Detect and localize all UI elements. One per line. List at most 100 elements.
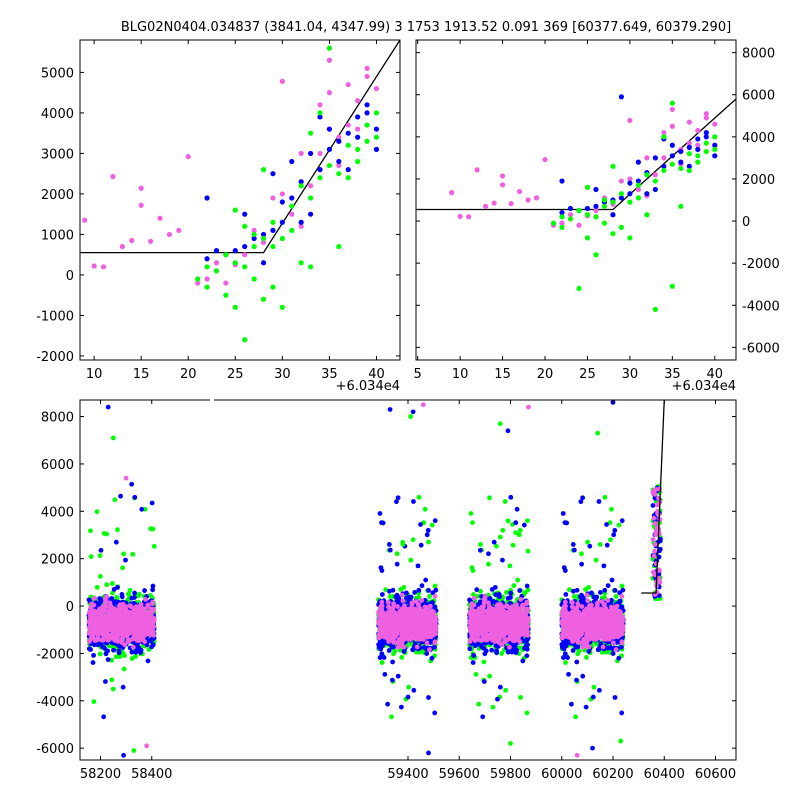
data-point-pink: [559, 220, 565, 226]
data-point-blue: [419, 583, 425, 589]
data-point-blue: [695, 146, 701, 153]
data-point-pink: [391, 601, 396, 607]
data-point-green: [476, 701, 482, 707]
data-point-pink: [242, 252, 248, 258]
data-point-blue: [703, 130, 709, 136]
x-tick-label: 10: [86, 367, 103, 382]
data-point-green: [345, 142, 351, 148]
data-point-blue: [102, 679, 108, 684]
data-point-blue: [326, 126, 333, 132]
data-point-pink: [213, 260, 220, 266]
data-point-blue: [91, 652, 96, 658]
data-point-blue: [389, 677, 395, 683]
data-point-green: [223, 252, 229, 258]
data-point-blue: [669, 142, 675, 148]
data-point-pink: [116, 638, 122, 644]
data-point-green: [213, 268, 220, 274]
data-point-green: [601, 203, 608, 209]
data-point-pink: [410, 623, 416, 629]
data-point-pink: [417, 605, 423, 611]
data-point-pink: [91, 263, 97, 269]
x-tick-label: 25: [579, 367, 596, 382]
data-point-pink: [87, 639, 92, 644]
data-point-pink: [102, 615, 108, 621]
data-point-pink: [147, 613, 152, 619]
data-point-pink: [712, 121, 718, 127]
data-point-blue: [394, 561, 400, 567]
data-point-pink: [307, 183, 314, 189]
y-tick-label: 5000: [41, 66, 74, 81]
data-point-blue: [270, 227, 276, 233]
data-point-pink: [136, 630, 141, 636]
data-point-pink: [129, 616, 135, 622]
data-point-green: [669, 161, 675, 167]
data-point-blue: [423, 577, 429, 583]
data-point-blue: [307, 211, 314, 217]
data-point-pink: [413, 630, 418, 635]
data-point-green: [355, 158, 361, 165]
data-point-blue: [432, 518, 438, 524]
data-point-blue: [378, 565, 384, 571]
data-point-pink: [317, 102, 323, 108]
data-point-pink: [499, 182, 506, 188]
data-point-green: [525, 548, 531, 554]
data-point-green: [652, 306, 658, 313]
data-point-blue: [105, 657, 111, 662]
data-point-blue: [393, 594, 399, 600]
data-point-pink: [102, 600, 108, 606]
data-point-blue: [424, 651, 430, 656]
data-point-green: [703, 140, 709, 146]
data-point-blue: [618, 94, 625, 100]
data-point-green: [279, 235, 285, 242]
data-point-blue: [521, 522, 527, 528]
data-point-blue: [279, 219, 285, 225]
data-point-blue: [408, 594, 414, 600]
data-point-green: [469, 565, 475, 571]
x-tick-label: 20: [537, 367, 554, 382]
data-point-blue: [145, 658, 151, 664]
data-point-pink: [593, 207, 599, 214]
y-tick-label: 6000: [742, 89, 775, 104]
y-tick-label: 8000: [742, 47, 775, 62]
data-point-green: [504, 590, 509, 595]
data-point-pink: [499, 173, 506, 179]
data-point-pink: [138, 202, 144, 208]
data-point-green: [394, 551, 400, 557]
data-point-green: [427, 594, 432, 599]
x-tick-label: 35: [664, 367, 681, 382]
data-point-blue: [559, 210, 565, 216]
data-point-green: [473, 671, 479, 677]
data-point-pink: [627, 176, 633, 182]
data-point-pink: [386, 604, 391, 610]
data-point-blue: [379, 592, 385, 597]
data-point-blue: [232, 248, 238, 254]
data-point-green: [695, 159, 701, 165]
data-point-pink: [326, 57, 333, 63]
data-point-green: [97, 553, 103, 559]
data-point-pink: [100, 264, 107, 270]
data-point-green: [142, 506, 148, 512]
data-point-green: [112, 497, 118, 503]
data-point-blue: [129, 649, 135, 655]
data-point-pink: [384, 622, 390, 628]
data-point-pink: [380, 633, 386, 639]
data-point-blue: [652, 155, 658, 161]
data-point-blue: [618, 195, 625, 201]
data-point-blue: [150, 642, 156, 648]
data-point-green: [478, 542, 483, 547]
data-point-green: [379, 660, 385, 665]
data-point-green: [373, 110, 380, 116]
data-point-pink: [402, 618, 408, 624]
data-point-blue: [474, 587, 480, 593]
data-point-blue: [345, 130, 351, 136]
data-point-pink: [516, 188, 523, 195]
data-point-blue: [326, 146, 333, 152]
data-point-pink: [428, 634, 434, 640]
data-point-green: [515, 577, 521, 583]
data-point-pink: [336, 134, 342, 140]
y-tick-label: -1000: [36, 309, 74, 324]
model-line: [416, 98, 736, 211]
data-point-pink: [405, 636, 411, 642]
data-point-green: [576, 207, 582, 214]
data-point-pink: [326, 90, 333, 96]
